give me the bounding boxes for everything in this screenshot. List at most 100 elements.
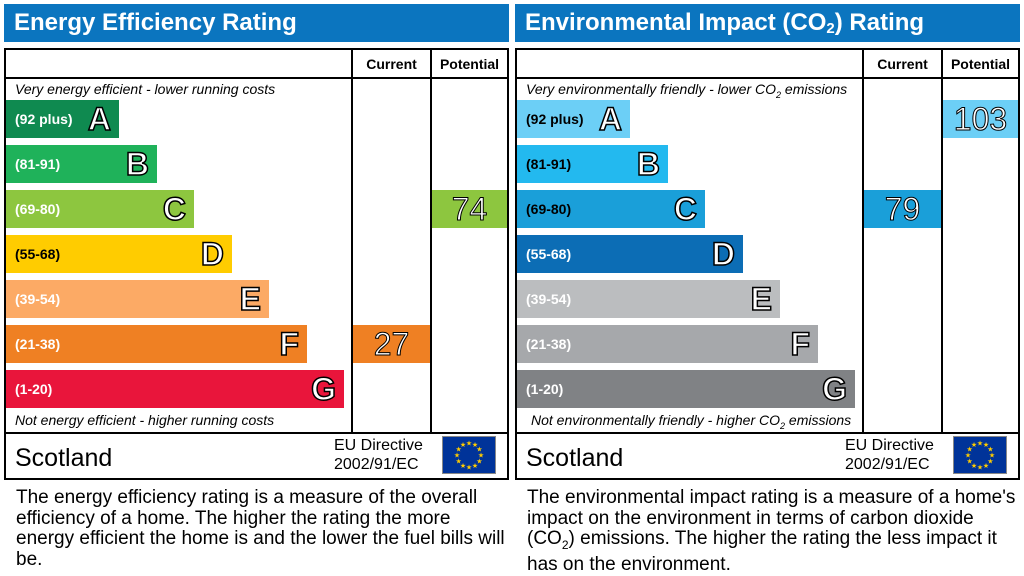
star-icon: ★ <box>966 446 972 454</box>
band-g: (1-20) G <box>517 370 855 408</box>
title-text: Environmental Impact (CO <box>525 9 827 36</box>
star-icon: ★ <box>965 452 971 460</box>
band-d: (55-68) D <box>517 235 743 273</box>
star-icon: ★ <box>460 462 466 470</box>
divider-potential <box>430 50 432 434</box>
eu-directive: EU Directive 2002/91/EC <box>845 436 934 474</box>
band-g: (1-20) G <box>6 370 344 408</box>
band-range-label: (21-38) <box>15 336 61 352</box>
band-letter: A <box>87 100 112 138</box>
star-icon: ★ <box>987 458 993 466</box>
band-range-label: (69-80) <box>526 201 572 217</box>
star-icon: ★ <box>971 462 977 470</box>
band-range-label: (81-91) <box>15 156 61 172</box>
band-letter: G <box>310 370 336 408</box>
band-e: (39-54) E <box>6 280 269 318</box>
band-range-label: (39-54) <box>526 291 572 307</box>
star-icon: ★ <box>460 441 466 449</box>
star-icon: ★ <box>476 458 482 466</box>
band-letter: A <box>598 100 623 138</box>
bottom-caption: Not environmentally friendly - higher CO… <box>531 412 851 431</box>
star-icon: ★ <box>983 462 989 470</box>
energy-chart-frame: Current Potential Very energy efficient … <box>4 48 509 480</box>
band-range-label: (1-20) <box>526 381 564 397</box>
caption-subscript: 2 <box>776 89 782 100</box>
band-letter: E <box>239 280 262 318</box>
band-e: (39-54) E <box>517 280 780 318</box>
star-icon: ★ <box>455 458 461 466</box>
star-icon: ★ <box>983 441 989 449</box>
band-f: (21-38) F <box>517 325 818 363</box>
column-current-header: Current <box>877 56 928 72</box>
eu-flag-icon: ★ ★ ★ ★ ★ ★ ★ ★ ★ ★ ★ ★ <box>442 436 496 474</box>
band-range-label: (92 plus) <box>526 111 584 127</box>
description-text-end: ) emissions. The higher the rating the l… <box>527 528 997 576</box>
caption-text: Very environmentally friendly - lower CO <box>526 81 777 97</box>
column-current-header: Current <box>366 56 417 72</box>
header-divider <box>517 77 1018 79</box>
star-icon: ★ <box>977 464 983 472</box>
title-subscript: 2 <box>826 20 835 37</box>
footer-divider <box>517 432 1018 434</box>
band-range-label: (81-91) <box>526 156 572 172</box>
divider-current <box>862 50 864 434</box>
band-letter: C <box>162 190 187 228</box>
band-letter: E <box>750 280 773 318</box>
band-a: (92 plus) A <box>517 100 630 138</box>
band-letter: F <box>790 325 811 363</box>
column-potential-header: Potential <box>439 56 500 72</box>
star-icon: ★ <box>455 446 461 454</box>
description-subscript: 2 <box>561 537 569 552</box>
band-range-label: (55-68) <box>526 246 572 262</box>
band-range-label: (55-68) <box>15 246 61 262</box>
header-divider <box>6 77 507 79</box>
top-caption: Very energy efficient - lower running co… <box>15 81 276 97</box>
band-range-label: (39-54) <box>15 291 61 307</box>
environment-chart-frame: Current Potential Very environmentally f… <box>515 48 1020 480</box>
band-d: (55-68) D <box>6 235 232 273</box>
star-icon: ★ <box>987 446 993 454</box>
band-a: (92 plus) A <box>6 100 119 138</box>
band-letter: G <box>821 370 847 408</box>
star-icon: ★ <box>966 458 972 466</box>
eu-directive: EU Directive 2002/91/EC <box>334 436 423 474</box>
region-label: Scotland <box>15 444 113 472</box>
caption-text-end: emissions <box>785 412 852 428</box>
band-letter: C <box>673 190 698 228</box>
caption-text: Not environmentally friendly - higher CO <box>531 412 780 428</box>
star-icon: ★ <box>971 441 977 449</box>
band-b: (81-91) B <box>517 145 668 183</box>
star-icon: ★ <box>476 446 482 454</box>
band-letter: D <box>200 235 225 273</box>
star-icon: ★ <box>989 452 995 460</box>
environmental-impact-panel: Environmental Impact (CO2) Rating Curren… <box>515 0 1023 575</box>
band-range-label: (92 plus) <box>15 111 73 127</box>
band-range-label: (1-20) <box>15 381 53 397</box>
environment-description: The environmental impact rating is a mea… <box>527 487 1017 576</box>
band-range-label: (21-38) <box>526 336 572 352</box>
band-letter: D <box>711 235 736 273</box>
column-potential-header: Potential <box>950 56 1011 72</box>
band-letter: F <box>279 325 300 363</box>
directive-line2: 2002/91/EC <box>334 456 419 473</box>
caption-subscript: 2 <box>780 420 786 431</box>
band-c: (69-80) C <box>6 190 194 228</box>
band-f: (21-38) F <box>6 325 307 363</box>
energy-current-score: 27 <box>353 325 430 363</box>
environment-title: Environmental Impact (CO2) Rating <box>515 4 1020 42</box>
star-icon: ★ <box>977 440 983 448</box>
star-icon: ★ <box>466 464 472 472</box>
energy-potential-score: 74 <box>432 190 507 228</box>
description-text: The environmental impact rating is a mea… <box>527 487 1016 549</box>
bottom-caption: Not energy efficient - higher running co… <box>15 412 275 428</box>
divider-current <box>351 50 353 434</box>
environment-potential-score: 103 <box>943 100 1018 138</box>
star-icon: ★ <box>472 462 478 470</box>
band-letter: B <box>636 145 661 183</box>
divider-potential <box>941 50 943 434</box>
caption-text-end: emissions <box>781 81 848 97</box>
region-label: Scotland <box>526 444 624 472</box>
top-caption: Very environmentally friendly - lower CO… <box>526 81 847 100</box>
directive-line2: 2002/91/EC <box>845 456 930 473</box>
footer-divider <box>6 432 507 434</box>
